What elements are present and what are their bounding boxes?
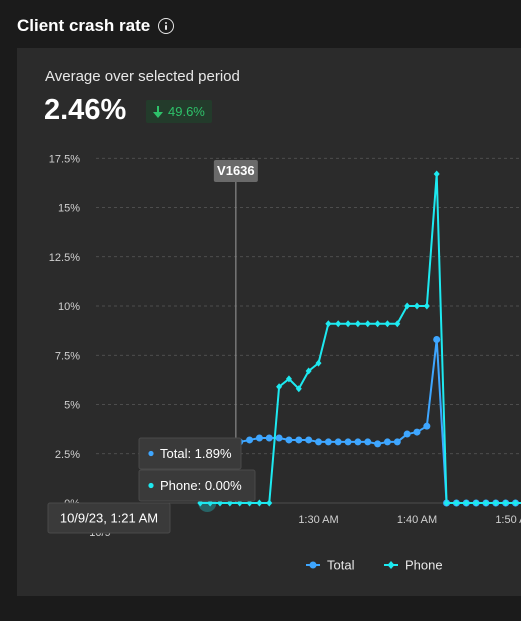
data-point-total[interactable] — [246, 436, 254, 444]
data-point-phone[interactable] — [404, 302, 411, 310]
data-point-phone[interactable] — [285, 375, 292, 383]
data-point-phone[interactable] — [305, 367, 312, 375]
change-badge: 49.6% — [146, 100, 212, 123]
data-point-phone[interactable] — [433, 170, 440, 178]
data-point-phone[interactable] — [295, 385, 302, 393]
tooltip-time-text: 10/9/23, 1:21 AM — [60, 511, 158, 526]
data-point-total[interactable] — [315, 438, 322, 446]
data-point-total[interactable] — [305, 436, 313, 444]
legend-marker-total — [309, 561, 317, 569]
tooltip-phone-text: Phone: 0.00% — [160, 478, 242, 493]
data-point-total[interactable] — [285, 436, 293, 444]
tooltip-total-dot — [148, 450, 154, 457]
data-point-phone[interactable] — [423, 302, 430, 310]
annotation-label: V1636 — [217, 163, 255, 178]
data-point-phone[interactable] — [256, 499, 263, 507]
tooltip-phone-box — [138, 469, 256, 502]
y-tick-label: 5% — [64, 400, 80, 412]
y-tick-label: 12.5% — [49, 252, 80, 264]
data-point-total[interactable] — [383, 438, 391, 446]
y-tick-label: 7.5% — [55, 350, 80, 362]
y-tick-label: 10% — [58, 301, 80, 313]
data-point-total[interactable] — [324, 438, 332, 446]
x-tick-label: 1:30 AM — [298, 514, 338, 526]
data-point-phone[interactable] — [463, 499, 470, 507]
legend-marker-phone — [387, 561, 395, 569]
annotation-flag[interactable] — [213, 160, 258, 182]
x-tick-label: 1:50 AM — [495, 514, 521, 526]
summary-label: Average over selected period — [45, 68, 240, 85]
data-point-total[interactable] — [423, 422, 431, 430]
data-point-total[interactable] — [433, 335, 441, 343]
data-point-phone[interactable] — [384, 320, 391, 328]
data-point-phone[interactable] — [374, 320, 381, 328]
data-point-total[interactable] — [374, 440, 382, 448]
panel-header: Client crash rate — [17, 16, 175, 36]
data-point-total[interactable] — [275, 434, 283, 442]
data-point-total[interactable] — [334, 438, 342, 446]
change-value: 49.6% — [168, 104, 205, 119]
data-point-phone[interactable] — [502, 499, 509, 507]
data-point-phone[interactable] — [315, 359, 322, 367]
info-icon[interactable] — [158, 18, 175, 34]
data-point-phone[interactable] — [364, 320, 371, 328]
data-point-phone[interactable] — [276, 383, 283, 391]
data-point-phone[interactable] — [266, 499, 273, 507]
data-point-phone[interactable] — [473, 499, 480, 507]
y-tick-label: 2.5% — [55, 449, 80, 461]
tooltip-phone-dot — [148, 482, 154, 489]
arrow-down-icon — [153, 105, 163, 118]
y-tick-label: 17.5% — [49, 153, 80, 165]
data-point-phone[interactable] — [354, 320, 361, 328]
data-point-phone[interactable] — [335, 320, 342, 328]
data-point-phone[interactable] — [414, 302, 420, 310]
panel-title: Client crash rate — [17, 16, 151, 35]
data-point-total[interactable] — [403, 430, 411, 438]
data-point-phone[interactable] — [325, 320, 332, 328]
data-point-phone[interactable] — [443, 499, 450, 507]
y-tick-label: 15% — [58, 203, 80, 215]
data-point-total[interactable] — [413, 428, 421, 436]
data-point-phone[interactable] — [345, 320, 352, 328]
legend-label-phone[interactable]: Phone — [405, 558, 443, 573]
data-point-total[interactable] — [393, 438, 401, 446]
tooltip-time-box — [47, 502, 171, 534]
data-point-total[interactable] — [265, 434, 273, 442]
tooltip-total-text: Total: 1.89% — [160, 446, 232, 461]
x-tick-label: 1:40 AM — [397, 514, 437, 526]
data-point-total[interactable] — [344, 438, 352, 446]
data-point-phone[interactable] — [453, 499, 460, 507]
tooltip-total-box — [138, 437, 242, 470]
data-point-phone[interactable] — [394, 320, 401, 328]
summary-value: 2.46% — [44, 94, 127, 126]
plot-area — [196, 170, 521, 507]
data-point-phone[interactable] — [512, 499, 519, 507]
data-point-total[interactable] — [364, 438, 372, 446]
data-point-phone[interactable] — [492, 499, 499, 507]
legend-label-total[interactable]: Total — [327, 558, 355, 573]
data-point-total[interactable] — [295, 436, 303, 444]
data-point-total[interactable] — [255, 434, 263, 442]
data-point-total[interactable] — [354, 438, 362, 446]
data-point-phone[interactable] — [482, 499, 489, 507]
